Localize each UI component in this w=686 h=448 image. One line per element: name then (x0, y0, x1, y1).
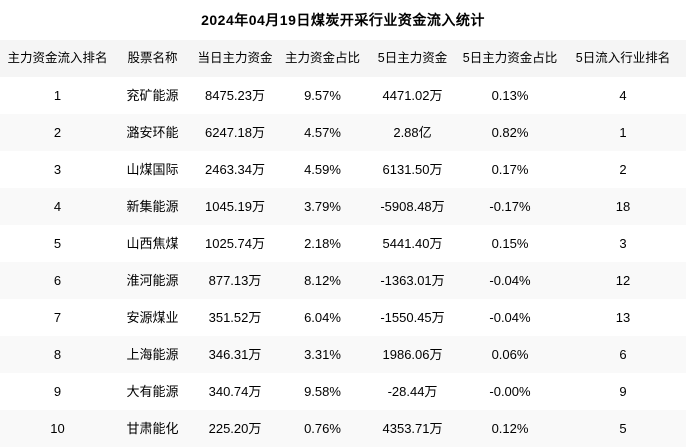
value-cell: 3 (619, 236, 627, 251)
value-cell: 3.31% (304, 347, 341, 362)
value-cell: 351.52万 (208, 310, 262, 325)
value-cell: -0.17% (489, 199, 531, 214)
table-body: 1 兖矿能源 8475.23万 9.57% 4471.02万 0.13% 4 2 潞安环能 624… (0, 77, 686, 447)
value-cell: 4353.71万 (382, 421, 443, 436)
table-row: 7 安源煤业 351.52万 6.04% -1550.45万 -0.04% 13 (0, 299, 686, 336)
value-cell: 6131.50万 (382, 162, 443, 177)
table-row: 10 甘肃能化 225.20万 0.76% 4353.71万 0.12% 5 (0, 410, 686, 447)
rank-cell: 5 (53, 236, 62, 251)
value-cell: -0.04% (489, 310, 531, 325)
column-header: 当日主力资金 (197, 51, 273, 65)
value-cell: 0.76% (304, 421, 341, 436)
rank-cell: 9 (53, 384, 62, 399)
value-cell: 4471.02万 (382, 88, 443, 103)
value-cell: 6 (619, 347, 627, 362)
value-cell: 1025.74万 (205, 236, 265, 251)
value-cell: 0.82% (491, 125, 529, 140)
value-cell: 6247.18万 (205, 125, 265, 140)
value-cell: -1550.45万 (380, 310, 445, 325)
column-header: 主力资金占比 (284, 51, 360, 65)
stock-name-cell: 山西焦煤 (126, 236, 179, 251)
value-cell: 2463.34万 (205, 162, 265, 177)
stock-name-cell: 甘肃能化 (126, 421, 179, 436)
column-header: 5日流入行业排名 (575, 51, 671, 65)
value-cell: 13 (615, 310, 631, 325)
value-cell: 2.18% (304, 236, 341, 251)
value-cell: 6.04% (304, 310, 341, 325)
table-row: 3 山煤国际 2463.34万 4.59% 6131.50万 0.17% 2 (0, 151, 686, 188)
table-row: 6 淮河能源 877.13万 8.12% -1363.01万 -0.04% 12 (0, 262, 686, 299)
value-cell: 1986.06万 (382, 347, 443, 362)
value-cell: 4.57% (304, 125, 341, 140)
value-cell: 8475.23万 (205, 88, 265, 103)
rank-cell: 6 (53, 273, 62, 288)
value-cell: 2.88亿 (393, 125, 432, 140)
rank-cell: 10 (50, 421, 65, 436)
title-bar: 2024年04月19日煤炭开采行业资金流入统计 (0, 0, 686, 40)
page-title: 2024年04月19日煤炭开采行业资金流入统计 (201, 12, 485, 28)
value-cell: 4 (619, 88, 627, 103)
value-cell: 0.12% (491, 421, 529, 436)
rank-cell: 7 (53, 310, 62, 325)
table-header-row: 主力资金流入排名 股票名称 当日主力资金 主力资金占比 5日主力资金 5日主力资金占比 5日… (0, 40, 686, 77)
value-cell: 18 (615, 199, 631, 214)
value-cell: 0.06% (491, 347, 529, 362)
value-cell: 9.58% (304, 384, 341, 399)
column-header: 5日主力资金占比 (462, 51, 558, 65)
stock-name-cell: 上海能源 (126, 347, 179, 362)
stock-name-cell: 大有能源 (126, 384, 179, 399)
value-cell: 5 (619, 421, 627, 436)
value-cell: 2 (619, 162, 627, 177)
table-row: 5 山西焦煤 1025.74万 2.18% 5441.40万 0.15% 3 (0, 225, 686, 262)
value-cell: 225.20万 (208, 421, 262, 436)
table-row: 1 兖矿能源 8475.23万 9.57% 4471.02万 0.13% 4 (0, 77, 686, 114)
value-cell: -28.44万 (387, 384, 438, 399)
stock-name-cell: 安源煤业 (126, 310, 179, 325)
value-cell: 12 (615, 273, 631, 288)
value-cell: 0.17% (491, 162, 529, 177)
table-row: 4 新集能源 1045.19万 3.79% -5908.48万 -0.17% 18 (0, 188, 686, 225)
stock-name-cell: 新集能源 (126, 199, 179, 214)
value-cell: 5441.40万 (382, 236, 443, 251)
rank-cell: 4 (53, 199, 62, 214)
value-cell: 9 (619, 384, 627, 399)
table-row: 9 大有能源 340.74万 9.58% -28.44万 -0.00% 9 (0, 373, 686, 410)
value-cell: -5908.48万 (380, 199, 445, 214)
rank-cell: 8 (53, 347, 62, 362)
rank-cell: 2 (53, 125, 62, 140)
value-cell: -1363.01万 (380, 273, 445, 288)
value-cell: -0.00% (489, 384, 531, 399)
value-cell: 346.31万 (208, 347, 262, 362)
value-cell: 8.12% (304, 273, 341, 288)
value-cell: 3.79% (304, 199, 341, 214)
value-cell: 0.13% (491, 88, 529, 103)
stock-name-cell: 山煤国际 (126, 162, 179, 177)
stock-name-cell: 潞安环能 (126, 125, 179, 140)
table-row: 2 潞安环能 6247.18万 4.57% 2.88亿 0.82% 1 (0, 114, 686, 151)
stock-name-cell: 淮河能源 (126, 273, 179, 288)
column-header: 5日主力资金 (377, 51, 448, 65)
rank-cell: 3 (53, 162, 62, 177)
value-cell: 340.74万 (208, 384, 262, 399)
stock-name-cell: 兖矿能源 (126, 88, 179, 103)
rank-cell: 1 (53, 88, 62, 103)
value-cell: 1 (619, 125, 627, 140)
column-header: 股票名称 (127, 51, 178, 65)
value-cell: 0.15% (491, 236, 529, 251)
value-cell: -0.04% (489, 273, 531, 288)
value-cell: 1045.19万 (205, 199, 265, 214)
column-header: 主力资金流入排名 (7, 51, 108, 65)
value-cell: 4.59% (304, 162, 341, 177)
value-cell: 877.13万 (208, 273, 262, 288)
value-cell: 9.57% (304, 88, 341, 103)
table-row: 8 上海能源 346.31万 3.31% 1986.06万 0.06% 6 (0, 336, 686, 373)
fund-flow-table: 主力资金流入排名 股票名称 当日主力资金 主力资金占比 5日主力资金 5日主力资金占比 5日… (0, 40, 686, 448)
